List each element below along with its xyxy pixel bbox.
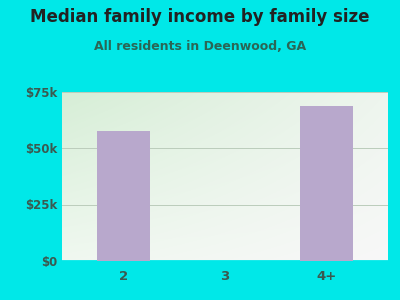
Text: Median family income by family size: Median family income by family size: [30, 8, 370, 26]
Bar: [97, 131, 150, 261]
Bar: [300, 106, 353, 261]
Text: All residents in Deenwood, GA: All residents in Deenwood, GA: [94, 40, 306, 53]
